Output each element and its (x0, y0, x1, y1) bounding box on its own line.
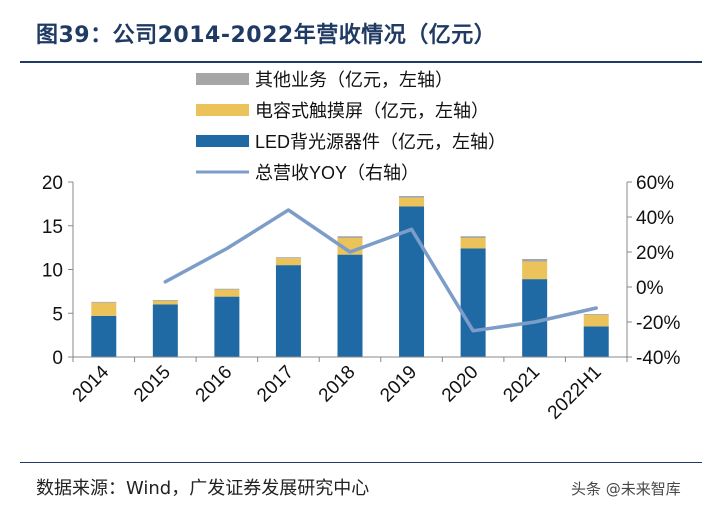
bar-touch-2015 (152, 301, 178, 305)
left-tick-label-5: 5 (52, 304, 63, 325)
yoy-line (163, 208, 598, 333)
left-tick-label-15: 15 (42, 217, 63, 238)
right-tick-label-40: 40% (636, 208, 674, 229)
bar-other-2014 (91, 301, 117, 303)
left-tick-label-0: 0 (52, 348, 63, 369)
right-tick-label--40: -40% (636, 348, 680, 369)
bar-touch-2020 (460, 238, 486, 249)
x-tick-label-2020: 2020 (438, 362, 483, 407)
x-tick-label-2018: 2018 (315, 362, 360, 407)
bar-touch-2014 (91, 302, 117, 316)
left-tick-label-20: 20 (42, 173, 63, 194)
source-note: 数据来源：Wind，广发证券发展研究中心 (36, 478, 370, 499)
bar-other-2021 (522, 259, 548, 262)
bar-other-2019 (399, 196, 425, 198)
bar-led-2018 (337, 254, 363, 357)
x-tick-label-2014: 2014 (69, 361, 114, 406)
bar-other-2016 (214, 288, 240, 290)
bar-touch-2021 (522, 261, 548, 280)
x-tick-label-2021: 2021 (499, 362, 544, 407)
x-tick-label-2017: 2017 (253, 362, 298, 407)
right-tick-label--20: -20% (636, 313, 680, 334)
legend-label-led: LED背光源器件（亿元，左轴） (255, 132, 506, 152)
bar-led-2017 (275, 265, 301, 357)
bar-led-2022H1 (583, 326, 609, 357)
left-tick-label-10: 10 (42, 261, 63, 282)
legend-label-yoy: 总营收YOY（右轴） (255, 163, 419, 183)
bar-touch-2022H1 (583, 315, 609, 327)
bar-other-2015 (152, 300, 178, 301)
bar-other-2018 (337, 236, 363, 238)
x-tick-label-2019: 2019 (376, 362, 421, 407)
bars (91, 196, 609, 357)
right-tick-label-0: 0% (636, 278, 664, 299)
bar-led-2021 (522, 279, 548, 357)
bar-other-2020 (460, 236, 486, 238)
title-divider (20, 61, 702, 63)
right-tick-label-20: 20% (636, 243, 674, 264)
x-tick-label-2016: 2016 (192, 362, 237, 407)
figure-title: 图39：公司2014-2022年营收情况（亿元） (36, 23, 497, 48)
watermark-text: 头条 @未来智库 (571, 480, 681, 498)
yoy-line-group (163, 208, 598, 333)
footer-divider (20, 462, 702, 463)
bar-led-2015 (152, 304, 178, 357)
bar-other-2017 (275, 257, 301, 259)
bar-touch-2016 (214, 289, 240, 297)
legend-swatch-touch (196, 104, 249, 116)
bar-led-2016 (214, 296, 240, 357)
legend-swatch-led (196, 135, 249, 147)
legend-label-touch: 电容式触摸屏（亿元，左轴） (255, 101, 489, 121)
right-tick-label-60: 60% (636, 173, 674, 194)
legend: 其他业务（亿元，左轴） 电容式触摸屏（亿元，左轴） LED背光源器件（亿元，左轴） 总… (196, 70, 506, 183)
legend-label-other: 其他业务（亿元，左轴） (255, 70, 453, 90)
bar-led-2020 (460, 248, 486, 357)
bar-other-2022H1 (583, 314, 609, 315)
bar-touch-2017 (275, 258, 301, 266)
bar-led-2014 (91, 315, 117, 357)
bar-touch-2019 (399, 197, 425, 207)
legend-swatch-other (196, 73, 249, 85)
x-tick-label-2022H1: 2022H1 (544, 362, 606, 424)
x-tick-label-2015: 2015 (130, 362, 175, 407)
